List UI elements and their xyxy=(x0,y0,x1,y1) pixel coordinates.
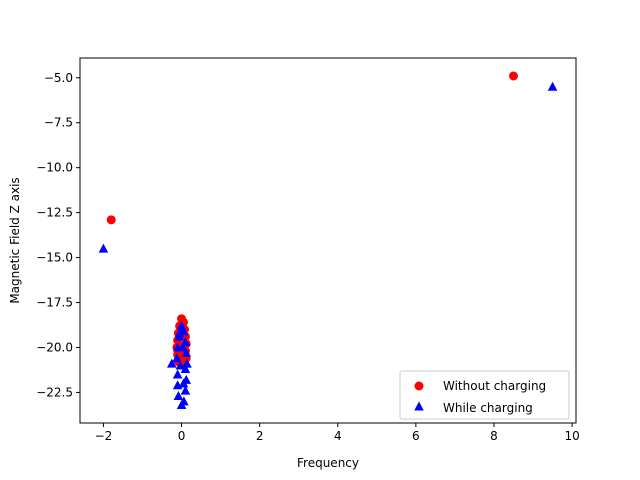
data-point xyxy=(172,369,183,379)
x-tick-label: 2 xyxy=(256,429,264,443)
x-axis-ticks: −2 0 2 4 6 8 10 xyxy=(95,423,580,443)
data-point xyxy=(172,353,182,363)
series-without-charging xyxy=(106,71,519,370)
x-tick-label: 10 xyxy=(564,429,579,443)
y-tick-label: −7.5 xyxy=(44,116,73,130)
data-point xyxy=(178,378,189,388)
data-point xyxy=(177,342,188,352)
x-tick-label: 4 xyxy=(334,429,342,443)
plot-frame xyxy=(79,57,577,424)
points-layer xyxy=(98,71,558,410)
data-point xyxy=(166,358,177,368)
data-point xyxy=(182,358,192,368)
data-point xyxy=(176,400,187,410)
y-axis-ticks: −22.5 −20.0 −17.5 −15.0 −12.5 −10.0 −7.5 −5.0 xyxy=(36,71,80,399)
data-point xyxy=(509,71,519,81)
y-tick-label: −15.0 xyxy=(36,251,73,265)
x-tick-label: −2 xyxy=(95,429,113,443)
data-point xyxy=(106,215,116,225)
data-point xyxy=(547,81,558,91)
data-point xyxy=(180,385,191,395)
x-tick-label: 6 xyxy=(412,429,420,443)
legend-marker-while-charging xyxy=(414,401,424,411)
y-tick-label: −5.0 xyxy=(44,71,73,85)
data-point xyxy=(174,328,185,338)
legend: Without charging While charging xyxy=(399,370,570,420)
y-tick-label: −12.5 xyxy=(36,206,73,220)
legend-label-without-charging: Without charging xyxy=(443,379,546,393)
y-tick-label: −10.0 xyxy=(36,161,73,175)
data-point xyxy=(173,391,184,401)
x-tick-label: 8 xyxy=(490,429,498,443)
x-axis-label: Frequency xyxy=(297,456,359,470)
x-tick-label: 0 xyxy=(178,429,186,443)
legend-frame xyxy=(399,370,570,420)
data-point xyxy=(180,364,191,374)
data-point xyxy=(175,360,186,370)
legend-label-while-charging: While charging xyxy=(443,401,533,415)
y-tick-label: −17.5 xyxy=(36,296,73,310)
data-point xyxy=(98,243,109,253)
series-while-charging xyxy=(98,81,558,410)
legend-marker-without-charging xyxy=(414,381,424,391)
data-point xyxy=(181,347,192,357)
y-axis-label: Magnetic Field Z axis xyxy=(8,177,22,303)
y-tick-label: −20.0 xyxy=(36,340,73,354)
y-tick-label: −22.5 xyxy=(36,385,73,399)
